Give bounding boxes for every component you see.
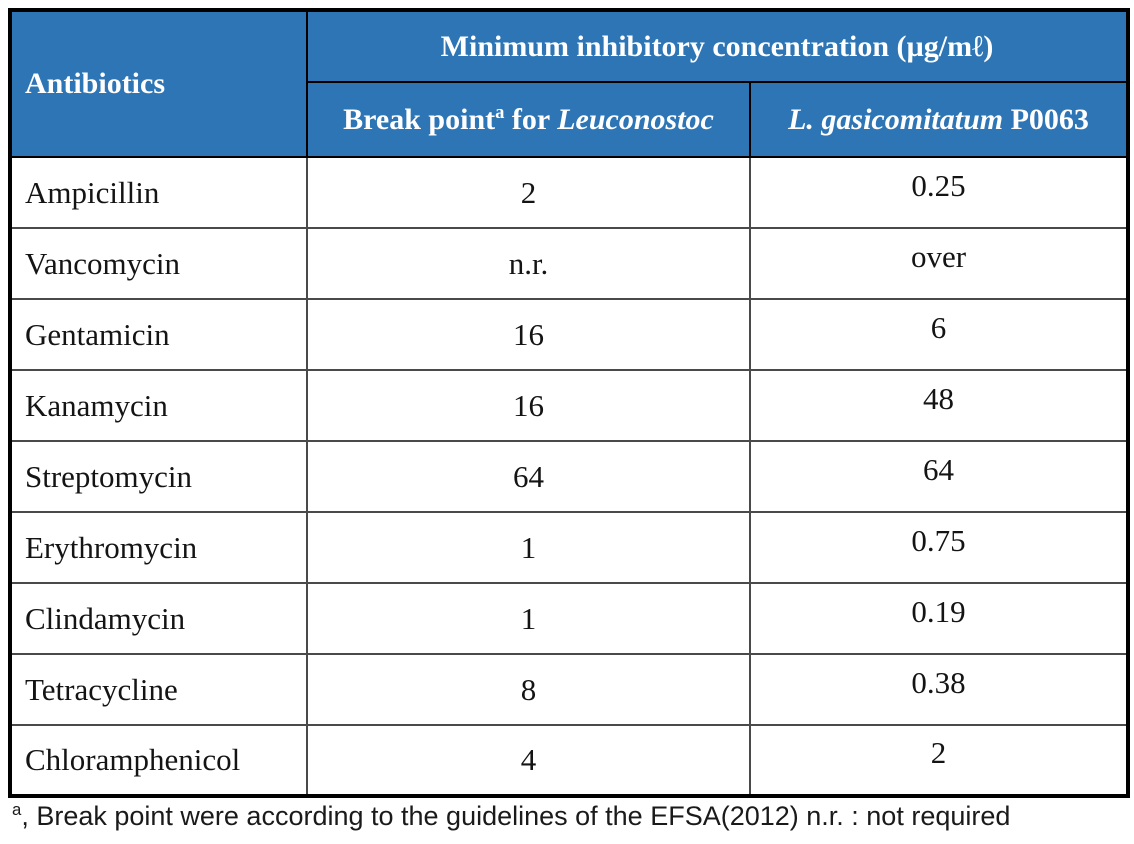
breakpoint-for: for [504, 102, 558, 136]
breakpoint-superscript: a [495, 101, 505, 123]
table-row: Streptomycin 64 64 [9, 440, 1130, 513]
mic-value: 64 [748, 440, 1130, 513]
antibiotic-name: Tetracycline [9, 653, 308, 726]
footnote-text: , Break point were according to the guid… [21, 801, 1011, 831]
breakpoint-value: 16 [306, 298, 751, 371]
antibiotic-name: Ampicillin [9, 156, 308, 229]
table-row: Vancomycin n.r. over [9, 227, 1130, 300]
table-row: Ampicillin 2 0.25 [9, 156, 1130, 229]
table-body: Ampicillin 2 0.25 Vancomycin n.r. over G… [9, 156, 1130, 797]
header-cell-breakpoint: Break pointa for Leuconostoc [306, 81, 751, 158]
table-row: Kanamycin 16 48 [9, 369, 1130, 442]
header-row-1: Antibiotics Minimum inhibitory concentra… [9, 9, 1130, 158]
header-row-2: Break pointa for Leuconostoc L. gasicomi… [10, 81, 1130, 158]
breakpoint-value: 16 [306, 369, 751, 442]
antibiotic-name: Streptomycin [9, 440, 308, 513]
table-row: Erythromycin 1 0.75 [9, 511, 1130, 584]
mic-value: 0.38 [748, 653, 1130, 726]
mic-value: 0.19 [748, 582, 1130, 655]
breakpoint-value: 2 [306, 156, 751, 229]
header-cell-antibiotics: Antibiotics [9, 9, 308, 158]
mic-value: 0.75 [748, 511, 1130, 584]
mic-value: 0.25 [748, 156, 1130, 229]
breakpoint-value: 64 [306, 440, 751, 513]
mic-value: 6 [748, 298, 1130, 371]
breakpoint-value: 1 [306, 511, 751, 584]
table-row: Gentamicin 16 6 [9, 298, 1130, 371]
mic-value: over [748, 227, 1130, 300]
breakpoint-value: n.r. [306, 227, 751, 300]
antibiotic-name: Gentamicin [9, 298, 308, 371]
breakpoint-value: 1 [306, 582, 751, 655]
antibiotic-name: Kanamycin [9, 369, 308, 442]
table-row: Clindamycin 1 0.19 [9, 582, 1130, 655]
mic-value: 48 [748, 369, 1130, 442]
antibiotic-name: Clindamycin [9, 582, 308, 655]
breakpoint-label: Break point [343, 102, 496, 136]
footnote-superscript: a [12, 800, 22, 819]
table-header: Antibiotics Minimum inhibitory concentra… [9, 9, 1130, 158]
breakpoint-value: 8 [306, 653, 751, 726]
breakpoint-genus: Leuconostoc [557, 102, 714, 136]
antibiotic-name: Vancomycin [9, 227, 308, 300]
antibiotic-name: Erythromycin [9, 511, 308, 584]
table-row: Tetracycline 8 0.38 [9, 653, 1130, 726]
table-row: Chloramphenicol 4 2 [9, 724, 1130, 797]
mic-table: Antibiotics Minimum inhibitory concentra… [8, 8, 1131, 798]
strain-code: P0063 [1003, 102, 1089, 136]
header-cell-mic-title: Minimum inhibitory concentration (µg/mℓ) [305, 9, 1130, 83]
antibiotic-name: Chloramphenicol [9, 724, 308, 797]
mic-value: 2 [748, 724, 1130, 797]
breakpoint-value: 4 [306, 724, 751, 797]
header-cell-strain: L. gasicomitatum P0063 [748, 81, 1130, 158]
footnote: a, Break point were according to the gui… [12, 801, 1128, 832]
strain-species: L. gasicomitatum [788, 102, 1004, 136]
